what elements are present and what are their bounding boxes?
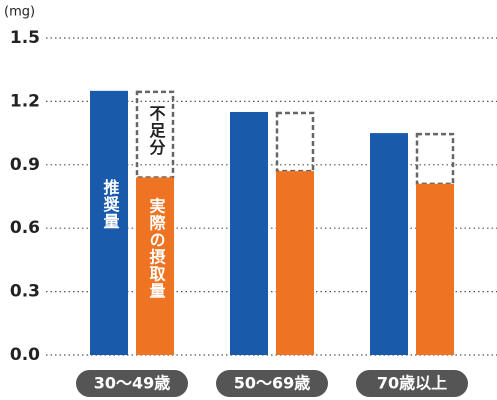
bar — [416, 183, 454, 355]
y-tick-label: 0.6 — [10, 218, 40, 238]
bar — [276, 171, 314, 355]
y-tick-label: 0.0 — [10, 345, 40, 365]
series-label: 推奨量 — [101, 178, 121, 230]
bar — [230, 111, 268, 355]
bar — [136, 177, 174, 355]
series-label: 実際の摂取量 — [147, 197, 166, 300]
y-tick-label: 1.5 — [10, 28, 40, 48]
category-pill — [76, 370, 188, 397]
category-pill — [356, 370, 468, 397]
x-tick-label: 50〜69歳 — [234, 374, 311, 393]
y-tick-label: 0.9 — [10, 155, 40, 175]
shortfall-box — [275, 111, 315, 173]
bar — [370, 133, 408, 355]
x-tick-label: 70歳以上 — [377, 374, 447, 393]
unit-label: (mg) — [4, 5, 35, 20]
annotation: 不足分 — [147, 105, 166, 156]
category-pill — [216, 370, 328, 397]
y-tick-label: 0.3 — [10, 282, 40, 302]
shortfall-box — [415, 132, 455, 186]
bar — [90, 90, 128, 355]
y-tick-label: 1.2 — [10, 91, 40, 111]
x-tick-label: 30〜49歳 — [94, 374, 171, 393]
